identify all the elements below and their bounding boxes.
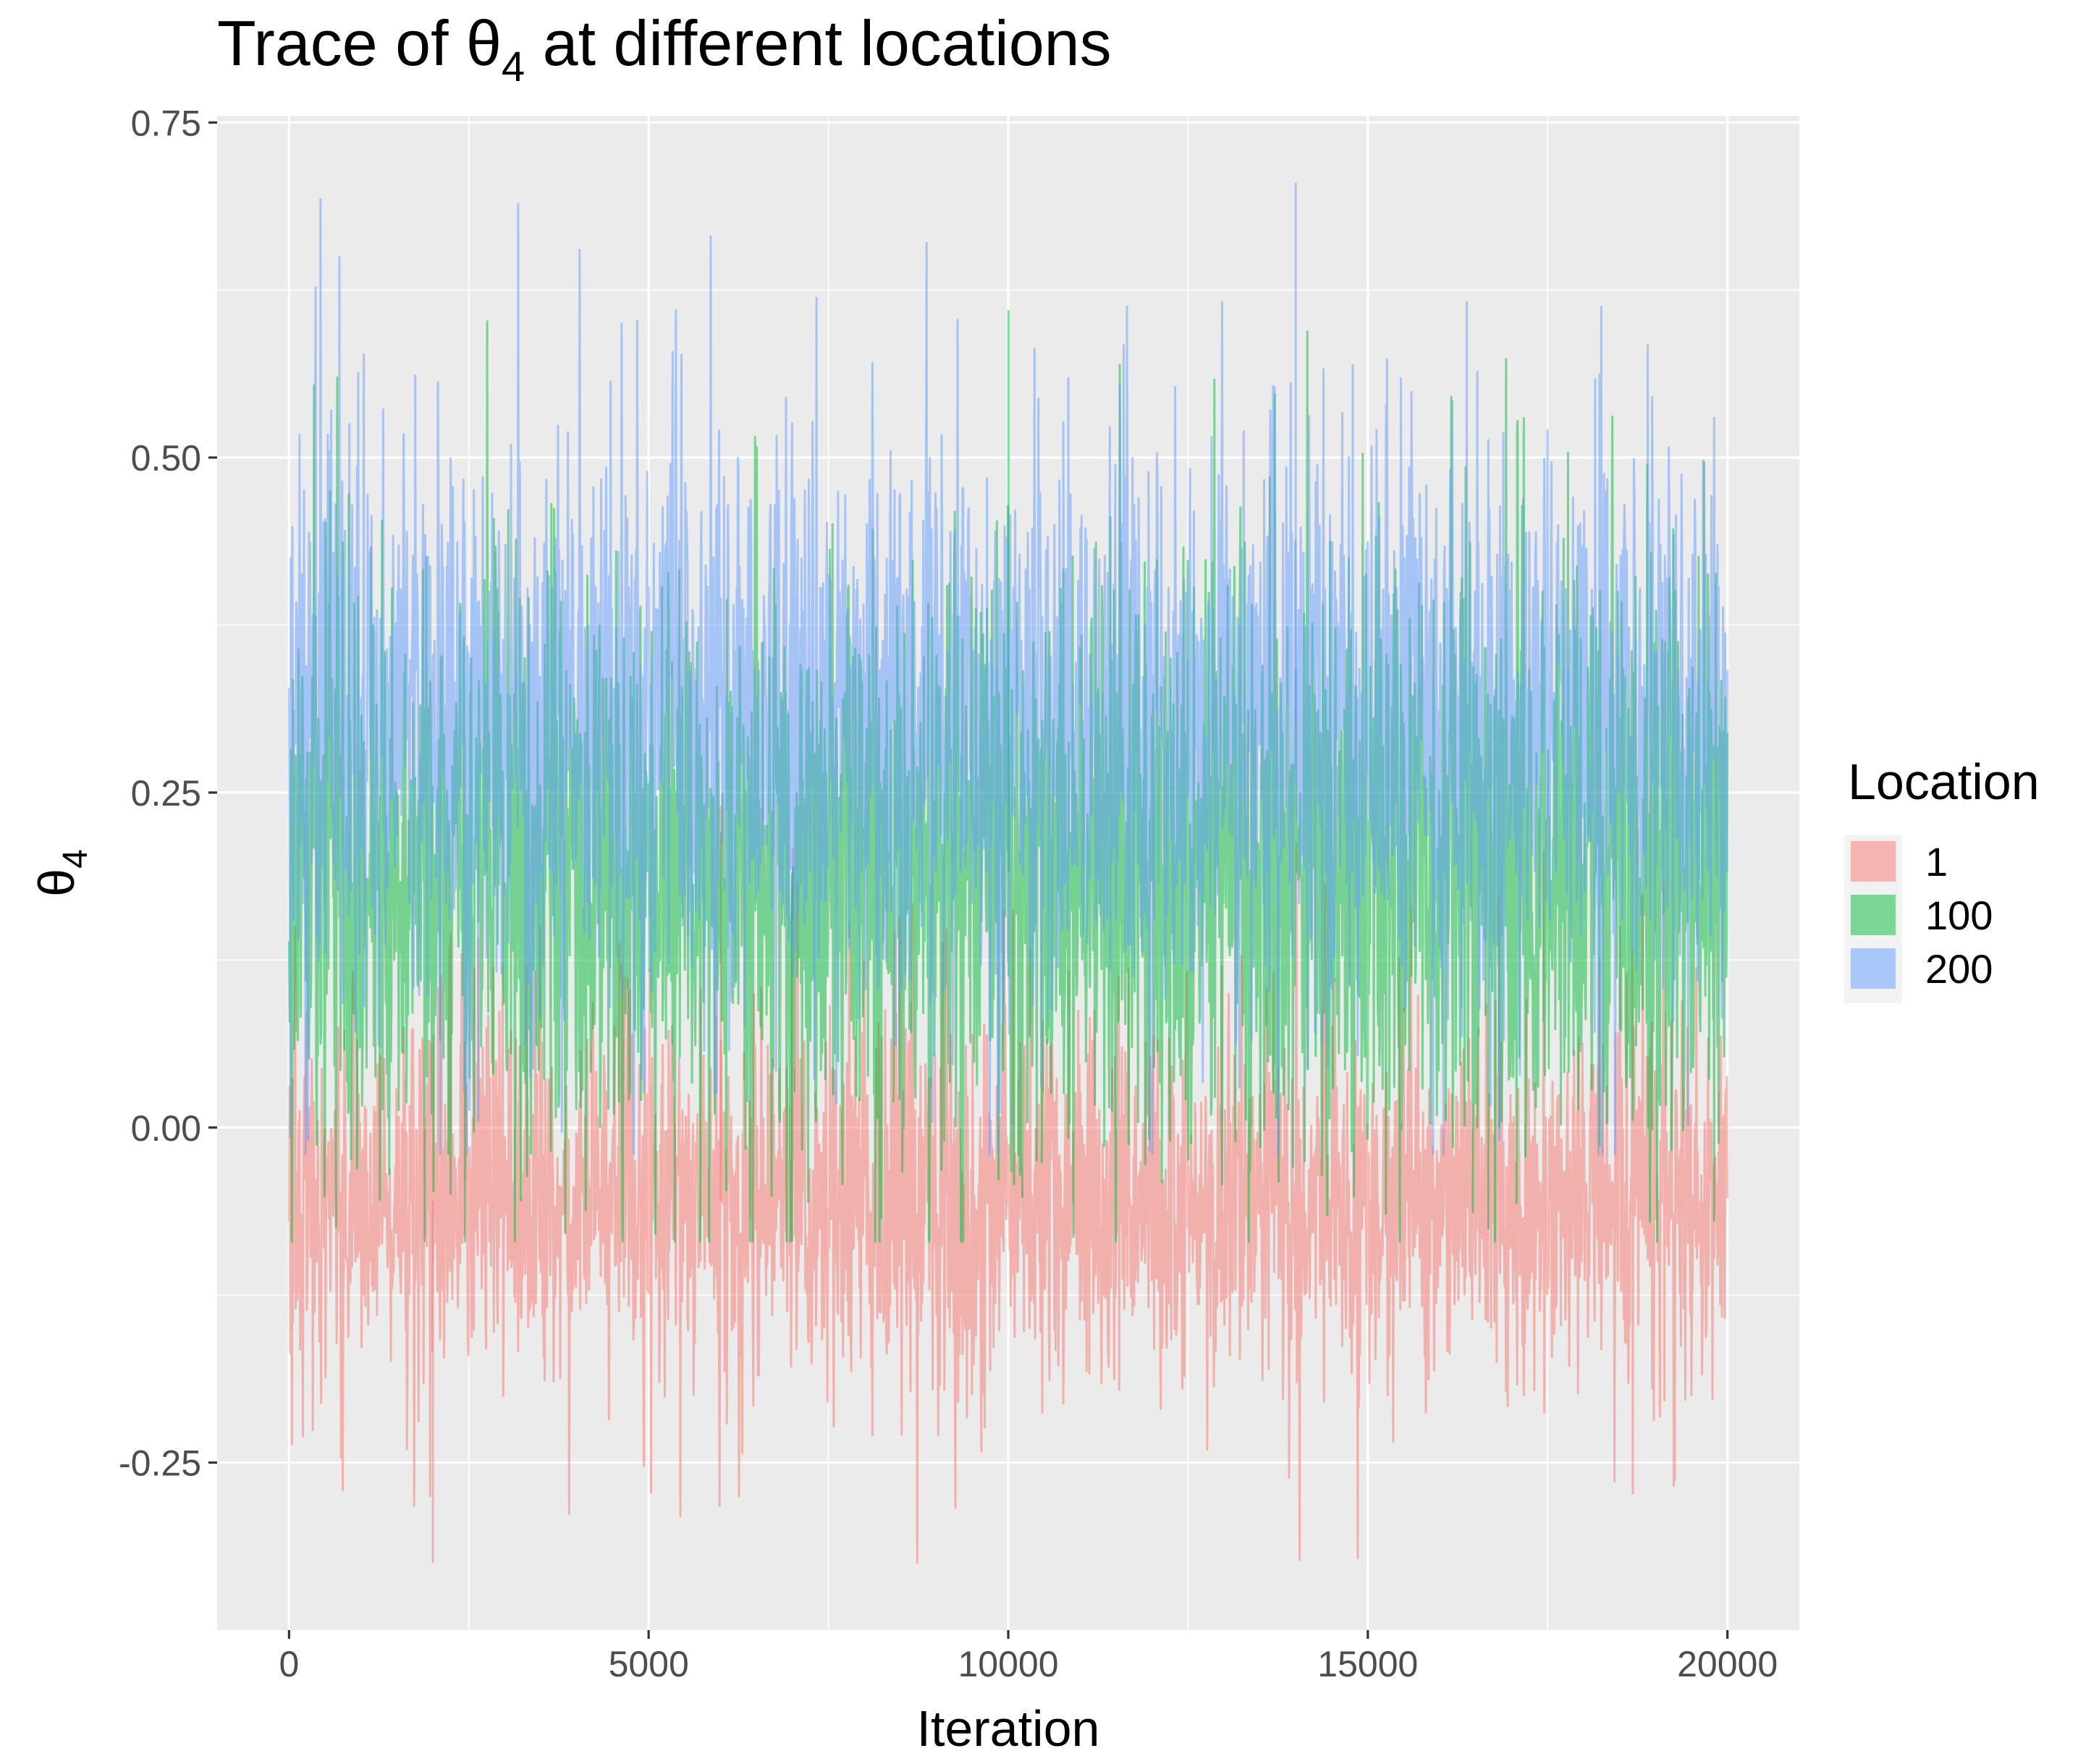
x-tick-label: 5000	[609, 1644, 689, 1684]
chart-title-suffix: at different locations	[525, 7, 1111, 79]
x-tick-label: 15000	[1317, 1644, 1418, 1684]
legend-items: 1 100 200	[1844, 835, 1993, 1003]
chart-title-subscript: 4	[502, 43, 525, 90]
y-tick-labels: -0.25 0.00 0.25 0.50 0.75	[119, 103, 201, 1483]
y-tick-label: -0.25	[119, 1443, 201, 1484]
legend: Location 1 100 200	[1844, 754, 2040, 1003]
chart-title: Trace of θ4 at different locations	[217, 7, 1112, 90]
series-layer	[287, 182, 1729, 1564]
y-axis-title-subscript: 4	[56, 849, 95, 869]
chart-title-main: Trace of θ	[217, 7, 502, 79]
legend-label-200: 200	[1925, 946, 1993, 992]
y-tick-label: 0.00	[131, 1108, 201, 1149]
x-tick-label: 0	[279, 1644, 299, 1684]
legend-label-1: 1	[1925, 839, 1948, 885]
x-tick-label: 20000	[1677, 1644, 1778, 1684]
x-tick-labels: 0 5000 10000 15000 20000	[279, 1644, 1778, 1684]
y-tick-label: 0.75	[131, 103, 201, 143]
legend-key-200	[1851, 948, 1896, 989]
legend-key-100	[1851, 895, 1896, 935]
x-axis-title: Iteration	[917, 1700, 1100, 1757]
x-tick-label: 10000	[958, 1644, 1058, 1684]
legend-key-1	[1851, 841, 1896, 882]
y-tick-label: 0.25	[131, 773, 201, 814]
legend-title: Location	[1848, 754, 2040, 810]
axis-ticks	[208, 121, 1729, 1639]
y-tick-label: 0.50	[131, 438, 201, 478]
legend-label-100: 100	[1925, 892, 1993, 938]
y-axis-title: θ4	[28, 849, 95, 897]
series-line-1	[287, 841, 1729, 1564]
y-axis-title-main: θ	[28, 869, 85, 897]
series-line-200	[287, 198, 1729, 1156]
